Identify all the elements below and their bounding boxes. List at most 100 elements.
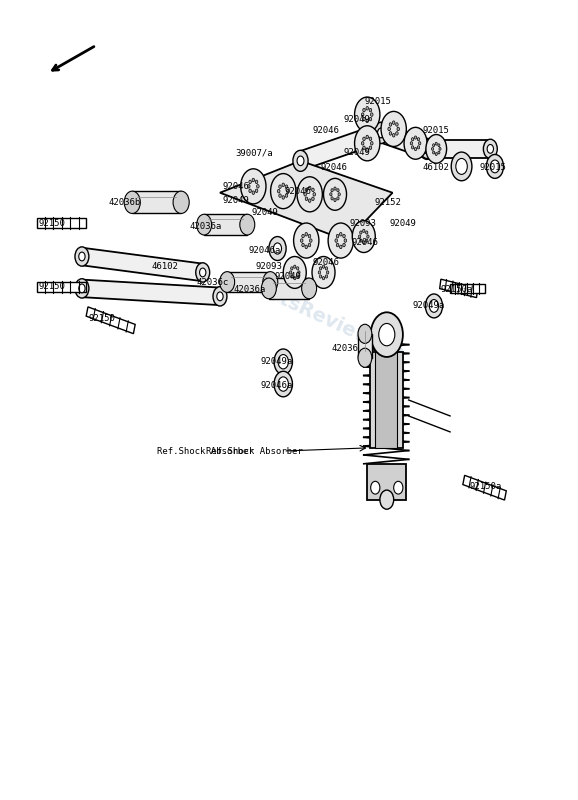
- Text: 92049a: 92049a: [412, 302, 444, 310]
- Circle shape: [339, 233, 342, 236]
- Circle shape: [363, 108, 365, 112]
- Circle shape: [249, 180, 251, 184]
- Circle shape: [366, 135, 369, 138]
- Circle shape: [305, 233, 307, 236]
- Circle shape: [369, 146, 372, 150]
- Ellipse shape: [240, 214, 255, 235]
- Circle shape: [325, 266, 328, 270]
- Circle shape: [424, 144, 431, 154]
- Circle shape: [338, 193, 340, 196]
- Text: 92046a: 92046a: [260, 381, 292, 390]
- Circle shape: [285, 194, 288, 198]
- Circle shape: [305, 188, 307, 192]
- Bar: [375, 352, 397, 448]
- Circle shape: [370, 142, 373, 145]
- Text: 92150: 92150: [88, 314, 116, 323]
- Circle shape: [380, 490, 394, 510]
- Circle shape: [324, 178, 347, 210]
- Circle shape: [79, 252, 85, 261]
- Circle shape: [249, 189, 251, 193]
- Circle shape: [388, 127, 390, 130]
- Text: 92046: 92046: [223, 182, 250, 191]
- Circle shape: [379, 323, 395, 346]
- Bar: [132, 191, 181, 214]
- Circle shape: [412, 146, 414, 149]
- Circle shape: [309, 186, 311, 190]
- Circle shape: [274, 371, 292, 397]
- Circle shape: [438, 144, 440, 146]
- Circle shape: [291, 275, 293, 278]
- Circle shape: [291, 266, 293, 270]
- Circle shape: [420, 138, 435, 159]
- Circle shape: [381, 111, 406, 146]
- Text: Ref.Shock Absorber: Ref.Shock Absorber: [157, 447, 254, 456]
- Circle shape: [404, 127, 427, 159]
- Circle shape: [310, 239, 312, 242]
- Circle shape: [308, 234, 311, 238]
- Circle shape: [75, 278, 89, 298]
- Text: 42036c: 42036c: [197, 278, 229, 286]
- Circle shape: [298, 271, 300, 274]
- Circle shape: [429, 299, 439, 312]
- Bar: [358, 334, 372, 358]
- Ellipse shape: [124, 191, 140, 214]
- Circle shape: [312, 188, 314, 192]
- Text: PartsReviewing: PartsReviewing: [243, 274, 406, 364]
- Circle shape: [362, 241, 365, 244]
- Circle shape: [325, 275, 328, 278]
- Circle shape: [392, 121, 395, 124]
- Circle shape: [363, 137, 365, 141]
- Circle shape: [240, 169, 266, 204]
- Circle shape: [365, 239, 368, 242]
- Circle shape: [199, 268, 206, 277]
- Text: 92049: 92049: [251, 208, 278, 217]
- Text: 92049: 92049: [223, 196, 250, 205]
- Text: 92046: 92046: [284, 186, 311, 196]
- Text: 46102: 46102: [152, 262, 179, 270]
- Circle shape: [367, 235, 369, 238]
- Circle shape: [392, 134, 395, 137]
- Circle shape: [327, 271, 329, 274]
- Circle shape: [486, 154, 503, 178]
- Circle shape: [366, 148, 369, 151]
- Text: 42036a: 42036a: [190, 222, 222, 230]
- Circle shape: [297, 177, 323, 212]
- Ellipse shape: [261, 278, 276, 298]
- Circle shape: [363, 146, 365, 150]
- Circle shape: [361, 142, 364, 145]
- Circle shape: [352, 221, 375, 253]
- Circle shape: [418, 142, 421, 145]
- Circle shape: [366, 119, 369, 122]
- Circle shape: [339, 245, 342, 249]
- Bar: [204, 214, 247, 235]
- Ellipse shape: [358, 348, 372, 367]
- Circle shape: [320, 266, 322, 270]
- Circle shape: [293, 150, 308, 171]
- Text: Ref.Shock Absorber: Ref.Shock Absorber: [206, 447, 302, 456]
- Circle shape: [297, 266, 299, 270]
- Circle shape: [302, 243, 304, 246]
- Circle shape: [396, 122, 398, 126]
- Circle shape: [271, 174, 296, 209]
- Bar: [427, 140, 490, 158]
- Circle shape: [312, 197, 314, 201]
- Bar: [227, 272, 271, 292]
- Circle shape: [361, 113, 364, 116]
- Circle shape: [217, 292, 223, 301]
- Circle shape: [329, 193, 332, 196]
- Text: 92015: 92015: [480, 162, 507, 172]
- Circle shape: [255, 189, 258, 193]
- Circle shape: [331, 189, 334, 192]
- Circle shape: [369, 108, 372, 112]
- Circle shape: [282, 183, 284, 186]
- Circle shape: [358, 235, 361, 238]
- Circle shape: [487, 145, 494, 154]
- Text: 92046: 92046: [351, 238, 379, 246]
- Text: 42036a: 42036a: [234, 286, 266, 294]
- Circle shape: [282, 196, 284, 199]
- Circle shape: [279, 185, 281, 189]
- Circle shape: [213, 286, 227, 306]
- Circle shape: [456, 158, 468, 174]
- Circle shape: [257, 185, 259, 188]
- Bar: [450, 284, 484, 293]
